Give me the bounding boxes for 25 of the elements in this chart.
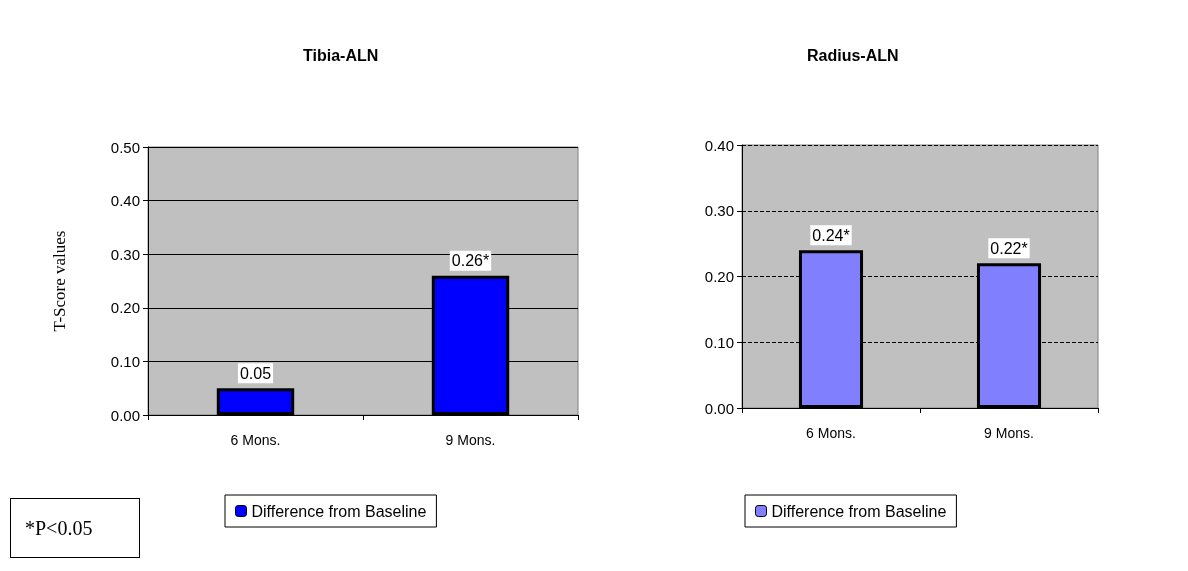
y-tick-label: 0.00	[110, 406, 140, 424]
x-tick-label: 6 Mons.	[806, 425, 856, 441]
y-tick-label: 0.30	[704, 202, 734, 220]
y-tick-label: 0.40	[110, 192, 140, 210]
chart-title: Radius-ALN	[807, 46, 899, 64]
y-tick-label: 0.30	[110, 245, 140, 263]
y-axis-title: T-Score values	[50, 230, 69, 332]
x-tick-label: 9 Mons.	[445, 432, 496, 448]
y-tick-label: 0.20	[704, 268, 734, 285]
data-label: 0.26*	[451, 252, 490, 270]
data-label: 0.22*	[990, 239, 1028, 257]
data-label: 0.24*	[812, 226, 850, 244]
y-tick-label: 0.10	[704, 333, 734, 351]
y-tick-label: 0.40	[704, 136, 734, 154]
legend-label: Difference from Baseline	[251, 502, 427, 520]
chart-title: Tibia-ALN	[303, 46, 379, 64]
x-tick-label: 6 Mons.	[230, 432, 281, 448]
x-tick-label: 9 Mons.	[984, 425, 1034, 441]
y-tick-label: 0.20	[110, 299, 140, 317]
y-tick-label: 0.10	[110, 352, 140, 370]
legend-label: Difference from Baseline	[771, 502, 947, 520]
text: *P<0.05	[10, 498, 140, 558]
y-tick-label: 0.00	[704, 399, 734, 417]
data-label: 0.05	[239, 364, 272, 382]
y-tick-label: 0.50	[110, 138, 140, 156]
